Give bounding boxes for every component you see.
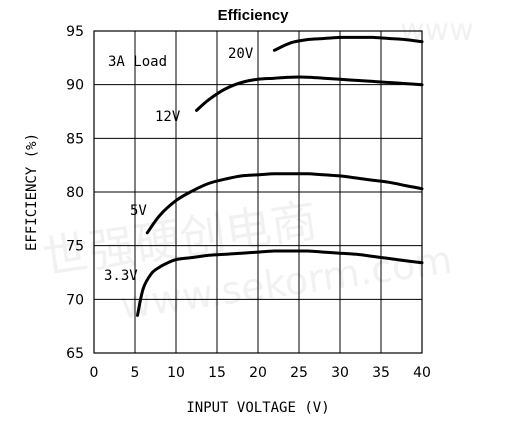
x-tick-label: 30 [331, 365, 349, 381]
x-axis-label: INPUT VOLTAGE (V) [186, 400, 329, 416]
series-label-3-3v: 3.3V [104, 268, 138, 284]
series-line-20v [272, 35, 424, 52]
x-tick-label: 15 [208, 365, 226, 381]
series-curves [136, 35, 424, 317]
load-annotation: 3A Load [108, 54, 167, 70]
series-label-5v: 5V [130, 203, 147, 219]
y-tick-label: 80 [66, 185, 84, 201]
y-tick-label: 75 [66, 239, 84, 255]
x-tick-label: 5 [131, 365, 140, 381]
y-tick-label: 85 [66, 131, 84, 147]
y-tick-label: 70 [66, 292, 84, 308]
series-line-5v [145, 172, 424, 235]
x-tick-label: 40 [413, 365, 431, 381]
plot-frame [93, 30, 423, 354]
x-tick-label: 10 [167, 365, 185, 381]
x-tick-label: 20 [249, 365, 267, 381]
y-tick-labels: 65 70 75 80 85 90 95 [66, 24, 84, 362]
x-tick-labels: 0 5 10 15 20 25 30 35 40 [90, 365, 431, 381]
series-label-12v: 12V [155, 109, 181, 125]
series-line-12v [195, 75, 424, 112]
y-tick-label: 65 [66, 346, 84, 362]
y-axis-label: EFFICIENCY (%) [24, 133, 40, 251]
y-tick-label: 95 [66, 24, 84, 40]
chart-title: Efficiency [218, 7, 290, 24]
y-tick-label: 90 [66, 78, 84, 94]
x-tick-label: 0 [90, 365, 99, 381]
x-tick-label: 35 [372, 365, 390, 381]
series-line-3-3v [136, 249, 424, 317]
series-label-20v: 20V [228, 46, 254, 62]
x-tick-label: 25 [290, 365, 308, 381]
